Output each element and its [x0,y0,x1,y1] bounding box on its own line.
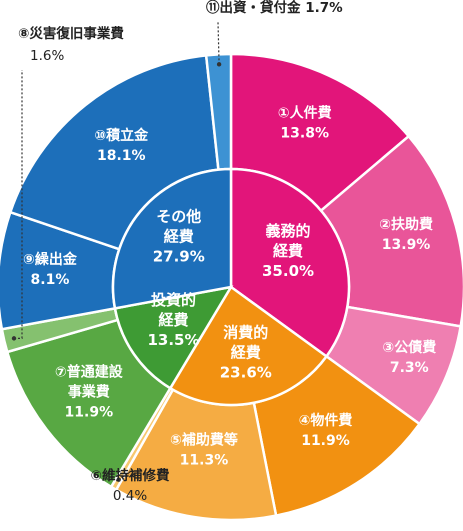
inner-slice-4 [111,167,233,310]
outer-label-3: ③公債費 7.3% [382,339,436,376]
leader-dot-6 [116,477,121,482]
outer-label-2: ②扶助費 13.9% [379,216,433,253]
outer-label-5: ⑤補助費等 11.3% [170,431,238,468]
outer-label-7: ⑦普通建設事業費 11.9% [55,364,124,421]
external-label-6: ⑥維持補修費 0.4% [91,467,170,504]
outer-label-4: ④物件費 11.9% [299,412,353,449]
leader-dot-8 [11,336,17,341]
leader-line-11 [217,21,220,65]
leader-dot-11 [216,62,222,67]
inner-label-3: 投資的経費 13.5% [147,291,199,349]
outer-label-10: ⑩積立金 18.1% [94,127,149,164]
inner-slice-3 [113,285,234,390]
outer-label-9: ⑨繰出金 8.1% [23,251,78,288]
inner-label-2: 消費的経費 23.6% [220,324,272,382]
inner-slice-2 [168,285,329,407]
external-label-11: ⑪出資・貸付金 1.7% [206,0,343,16]
external-label-8: ⑧災害復旧事業費 1.6% [18,25,124,64]
inner-slice-1 [229,167,351,359]
inner-label-1: 義務的経費 35.0% [262,222,314,280]
outer-label-1: ①人件費 13.8% [278,105,332,142]
inner-label-4: その他経費 27.9% [153,207,205,265]
leader-line-8 [13,70,23,339]
